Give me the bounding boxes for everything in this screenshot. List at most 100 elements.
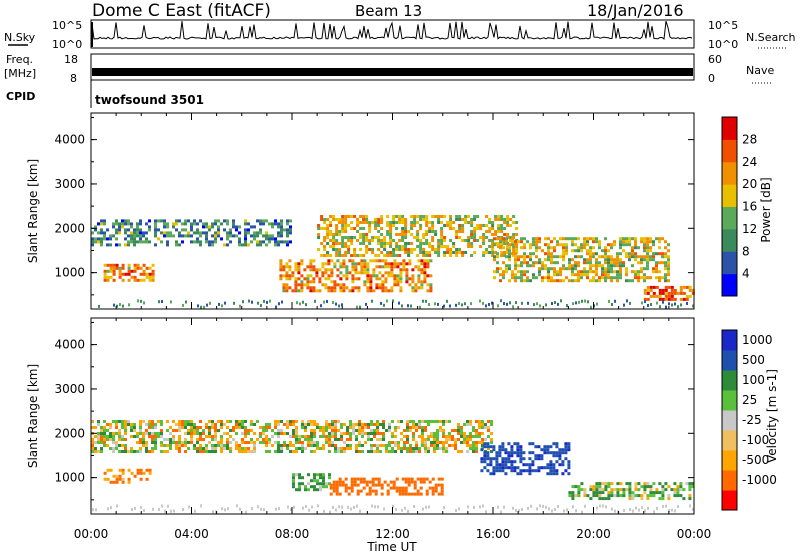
echo-cell bbox=[437, 492, 441, 496]
echo-cell bbox=[437, 248, 441, 251]
echo-cell bbox=[543, 466, 547, 470]
echo-cell bbox=[300, 262, 304, 266]
echo-cell bbox=[449, 254, 453, 257]
echo-cell bbox=[378, 271, 382, 275]
velocity-colorbar-swatch bbox=[722, 330, 737, 351]
echo-cell bbox=[285, 262, 289, 266]
echo-cell bbox=[361, 432, 364, 435]
echo-cell bbox=[199, 420, 202, 423]
echo-cell bbox=[142, 269, 146, 273]
echo-cell bbox=[652, 285, 656, 289]
echo-cell bbox=[502, 270, 505, 274]
echo-cell bbox=[151, 441, 154, 444]
echo-cell bbox=[282, 274, 286, 278]
echo-cell bbox=[433, 438, 436, 441]
echo-cell bbox=[199, 447, 202, 450]
velocity-colorbar-tick: -500 bbox=[742, 453, 769, 467]
echo-cell bbox=[398, 239, 402, 242]
echo-cell bbox=[501, 466, 505, 470]
velocity-colorbar-tick: 1000 bbox=[742, 333, 773, 347]
echo-cell bbox=[610, 270, 613, 274]
echo-cell bbox=[390, 274, 394, 278]
echo-cell bbox=[662, 300, 664, 304]
echo-cell bbox=[158, 507, 160, 511]
echo-cell bbox=[341, 215, 345, 218]
echo-cell bbox=[407, 251, 411, 254]
echo-cell bbox=[664, 291, 668, 295]
echo-cell bbox=[214, 219, 217, 223]
echo-cell bbox=[671, 303, 673, 307]
echo-cell bbox=[546, 448, 550, 452]
echo-cell bbox=[220, 237, 223, 241]
echo-cell bbox=[350, 486, 354, 490]
echo-cell bbox=[208, 450, 211, 453]
echo-cell bbox=[121, 468, 125, 472]
echo-cell bbox=[431, 486, 435, 490]
echo-cell bbox=[458, 302, 460, 305]
echo-cell bbox=[336, 274, 340, 278]
echo-cell bbox=[589, 261, 592, 265]
time-tick-label: 04:00 bbox=[174, 527, 209, 541]
echo-cell bbox=[458, 224, 462, 227]
nsearch-tick-bottom: 10^0 bbox=[708, 38, 738, 51]
echo-cell bbox=[368, 230, 372, 233]
echo-cell bbox=[649, 488, 653, 492]
echo-cell bbox=[158, 300, 160, 304]
echo-cell bbox=[109, 447, 112, 450]
echo-cell bbox=[226, 219, 229, 223]
echo-cell bbox=[285, 283, 289, 287]
echo-cell bbox=[407, 477, 411, 481]
echo-cell bbox=[479, 505, 481, 509]
echo-cell bbox=[534, 469, 538, 473]
echo-cell bbox=[262, 234, 265, 238]
echo-cell bbox=[370, 432, 373, 435]
echo-cell bbox=[586, 270, 589, 274]
echo-cell bbox=[328, 482, 331, 486]
echo-cell bbox=[383, 245, 387, 248]
echo-cell bbox=[488, 303, 490, 306]
echo-cell bbox=[445, 450, 448, 453]
echo-cell bbox=[253, 447, 256, 450]
echo-cell bbox=[405, 277, 409, 281]
echo-cell bbox=[351, 268, 355, 272]
echo-cell bbox=[359, 480, 363, 484]
echo-cell bbox=[115, 237, 118, 241]
echo-cell bbox=[386, 221, 390, 224]
echo-cell bbox=[145, 231, 148, 235]
echo-cell bbox=[97, 432, 100, 435]
echo-cell bbox=[507, 442, 511, 446]
echo-cell bbox=[145, 222, 148, 226]
echo-cell bbox=[256, 219, 259, 223]
echo-cell bbox=[628, 255, 631, 259]
echo-cell bbox=[351, 277, 355, 281]
echo-cell bbox=[338, 251, 342, 254]
echo-cell bbox=[452, 245, 456, 248]
echo-cell bbox=[344, 227, 348, 230]
nsky-tick-bottom: 10^0 bbox=[52, 38, 82, 51]
echo-cell bbox=[443, 506, 445, 510]
echo-cell bbox=[589, 249, 592, 253]
echo-cell bbox=[103, 438, 106, 441]
echo-cell bbox=[475, 420, 478, 423]
echo-cell bbox=[380, 492, 384, 496]
echo-cell bbox=[103, 432, 106, 435]
echo-cell bbox=[365, 302, 367, 306]
echo-cell bbox=[190, 429, 193, 432]
time-tick-label: 08:00 bbox=[275, 527, 310, 541]
echo-cell bbox=[498, 451, 502, 455]
echo-cell bbox=[408, 259, 412, 263]
echo-cell bbox=[410, 227, 414, 230]
echo-cell bbox=[214, 237, 217, 241]
echo-cell bbox=[200, 305, 202, 309]
echo-cell bbox=[130, 240, 133, 244]
echo-cell bbox=[406, 429, 409, 432]
echo-cell bbox=[356, 492, 360, 496]
echo-cell bbox=[109, 480, 113, 484]
echo-cell bbox=[445, 438, 448, 441]
echo-cell bbox=[285, 274, 289, 278]
echo-cell bbox=[424, 429, 427, 432]
echo-cell bbox=[656, 506, 658, 510]
echo-cell bbox=[503, 254, 507, 257]
echo-cell bbox=[112, 441, 115, 444]
